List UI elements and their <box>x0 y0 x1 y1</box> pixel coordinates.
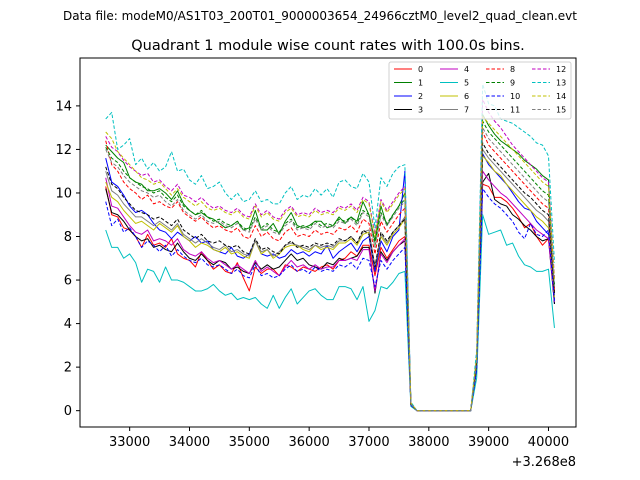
x-axis: 33000 34000 35000 36000 37000 38000 39000 40000 <box>109 427 569 450</box>
x-tick-label: 36000 <box>288 435 329 450</box>
legend-label-11: 11 <box>510 106 520 115</box>
legend-label-1: 1 <box>418 79 423 88</box>
series-line-5 <box>105 214 555 412</box>
series-line-15 <box>105 127 555 412</box>
y-tick-label: 14 <box>55 99 72 114</box>
y-tick-label: 6 <box>64 274 72 289</box>
plot-frame <box>79 57 577 428</box>
x-tick-label: 38000 <box>408 435 449 450</box>
chart-title: Quadrant 1 module wise count rates with … <box>131 38 525 54</box>
y-tick-label: 0 <box>64 404 72 419</box>
suptitle: Data file: modeM0/AS1T03_200T01_90000036… <box>63 9 577 23</box>
legend-label-4: 4 <box>464 65 469 74</box>
legend-label-2: 2 <box>418 92 423 101</box>
legend-label-14: 14 <box>556 92 566 101</box>
legend-label-15: 15 <box>556 106 566 115</box>
legend-box <box>388 61 572 120</box>
legend-label-13: 13 <box>556 79 566 88</box>
x-tick-label: 40000 <box>528 435 569 450</box>
x-tick-label: 33000 <box>109 435 150 450</box>
legend-label-0: 0 <box>418 65 423 74</box>
x-offset-label: +3.268e8 <box>512 455 576 470</box>
series-layer <box>105 83 555 412</box>
legend-label-9: 9 <box>510 79 515 88</box>
legend-label-10: 10 <box>510 92 520 101</box>
legend-label-8: 8 <box>510 65 515 74</box>
y-axis: 0 2 4 6 8 10 12 14 <box>55 99 80 419</box>
x-tick-label: 39000 <box>468 435 509 450</box>
legend-label-3: 3 <box>418 106 423 115</box>
y-tick-label: 8 <box>64 230 72 245</box>
series-line-13 <box>105 83 555 412</box>
series-line-10 <box>105 188 555 412</box>
x-tick-label: 35000 <box>229 435 270 450</box>
y-tick-label: 10 <box>55 186 72 201</box>
y-tick-label: 2 <box>64 361 72 376</box>
legend-label-6: 6 <box>464 92 469 101</box>
x-tick-label: 34000 <box>169 435 210 450</box>
y-tick-label: 4 <box>64 317 72 332</box>
legend-label-5: 5 <box>464 79 469 88</box>
legend-label-12: 12 <box>556 65 566 74</box>
y-tick-label: 12 <box>55 143 72 158</box>
x-tick-label: 37000 <box>348 435 389 450</box>
legend-label-7: 7 <box>464 106 469 115</box>
